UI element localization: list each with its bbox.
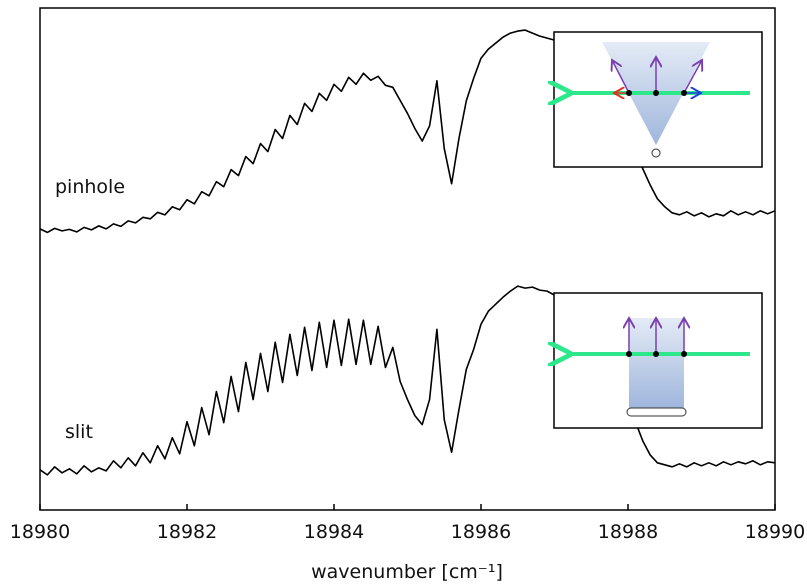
series-annotation: slit [65,421,93,443]
spectrum-line [39,285,776,476]
x-tick-label: 18982 [157,521,217,543]
pinhole-inset [554,31,763,168]
plot-frame [39,7,776,511]
x-tick-label: 18980 [10,521,70,543]
traces [39,29,776,476]
x-axis-label: wavenumber [cm⁻¹] [311,561,503,583]
series-annotation: pinhole [55,176,125,198]
x-tick-label: 18984 [304,521,364,543]
x-tick-label: 18988 [598,521,658,543]
spectrum-line [39,29,776,234]
x-tick-label: 18986 [451,521,511,543]
x-tick-label: 18990 [745,521,805,543]
slit-inset [554,292,763,429]
